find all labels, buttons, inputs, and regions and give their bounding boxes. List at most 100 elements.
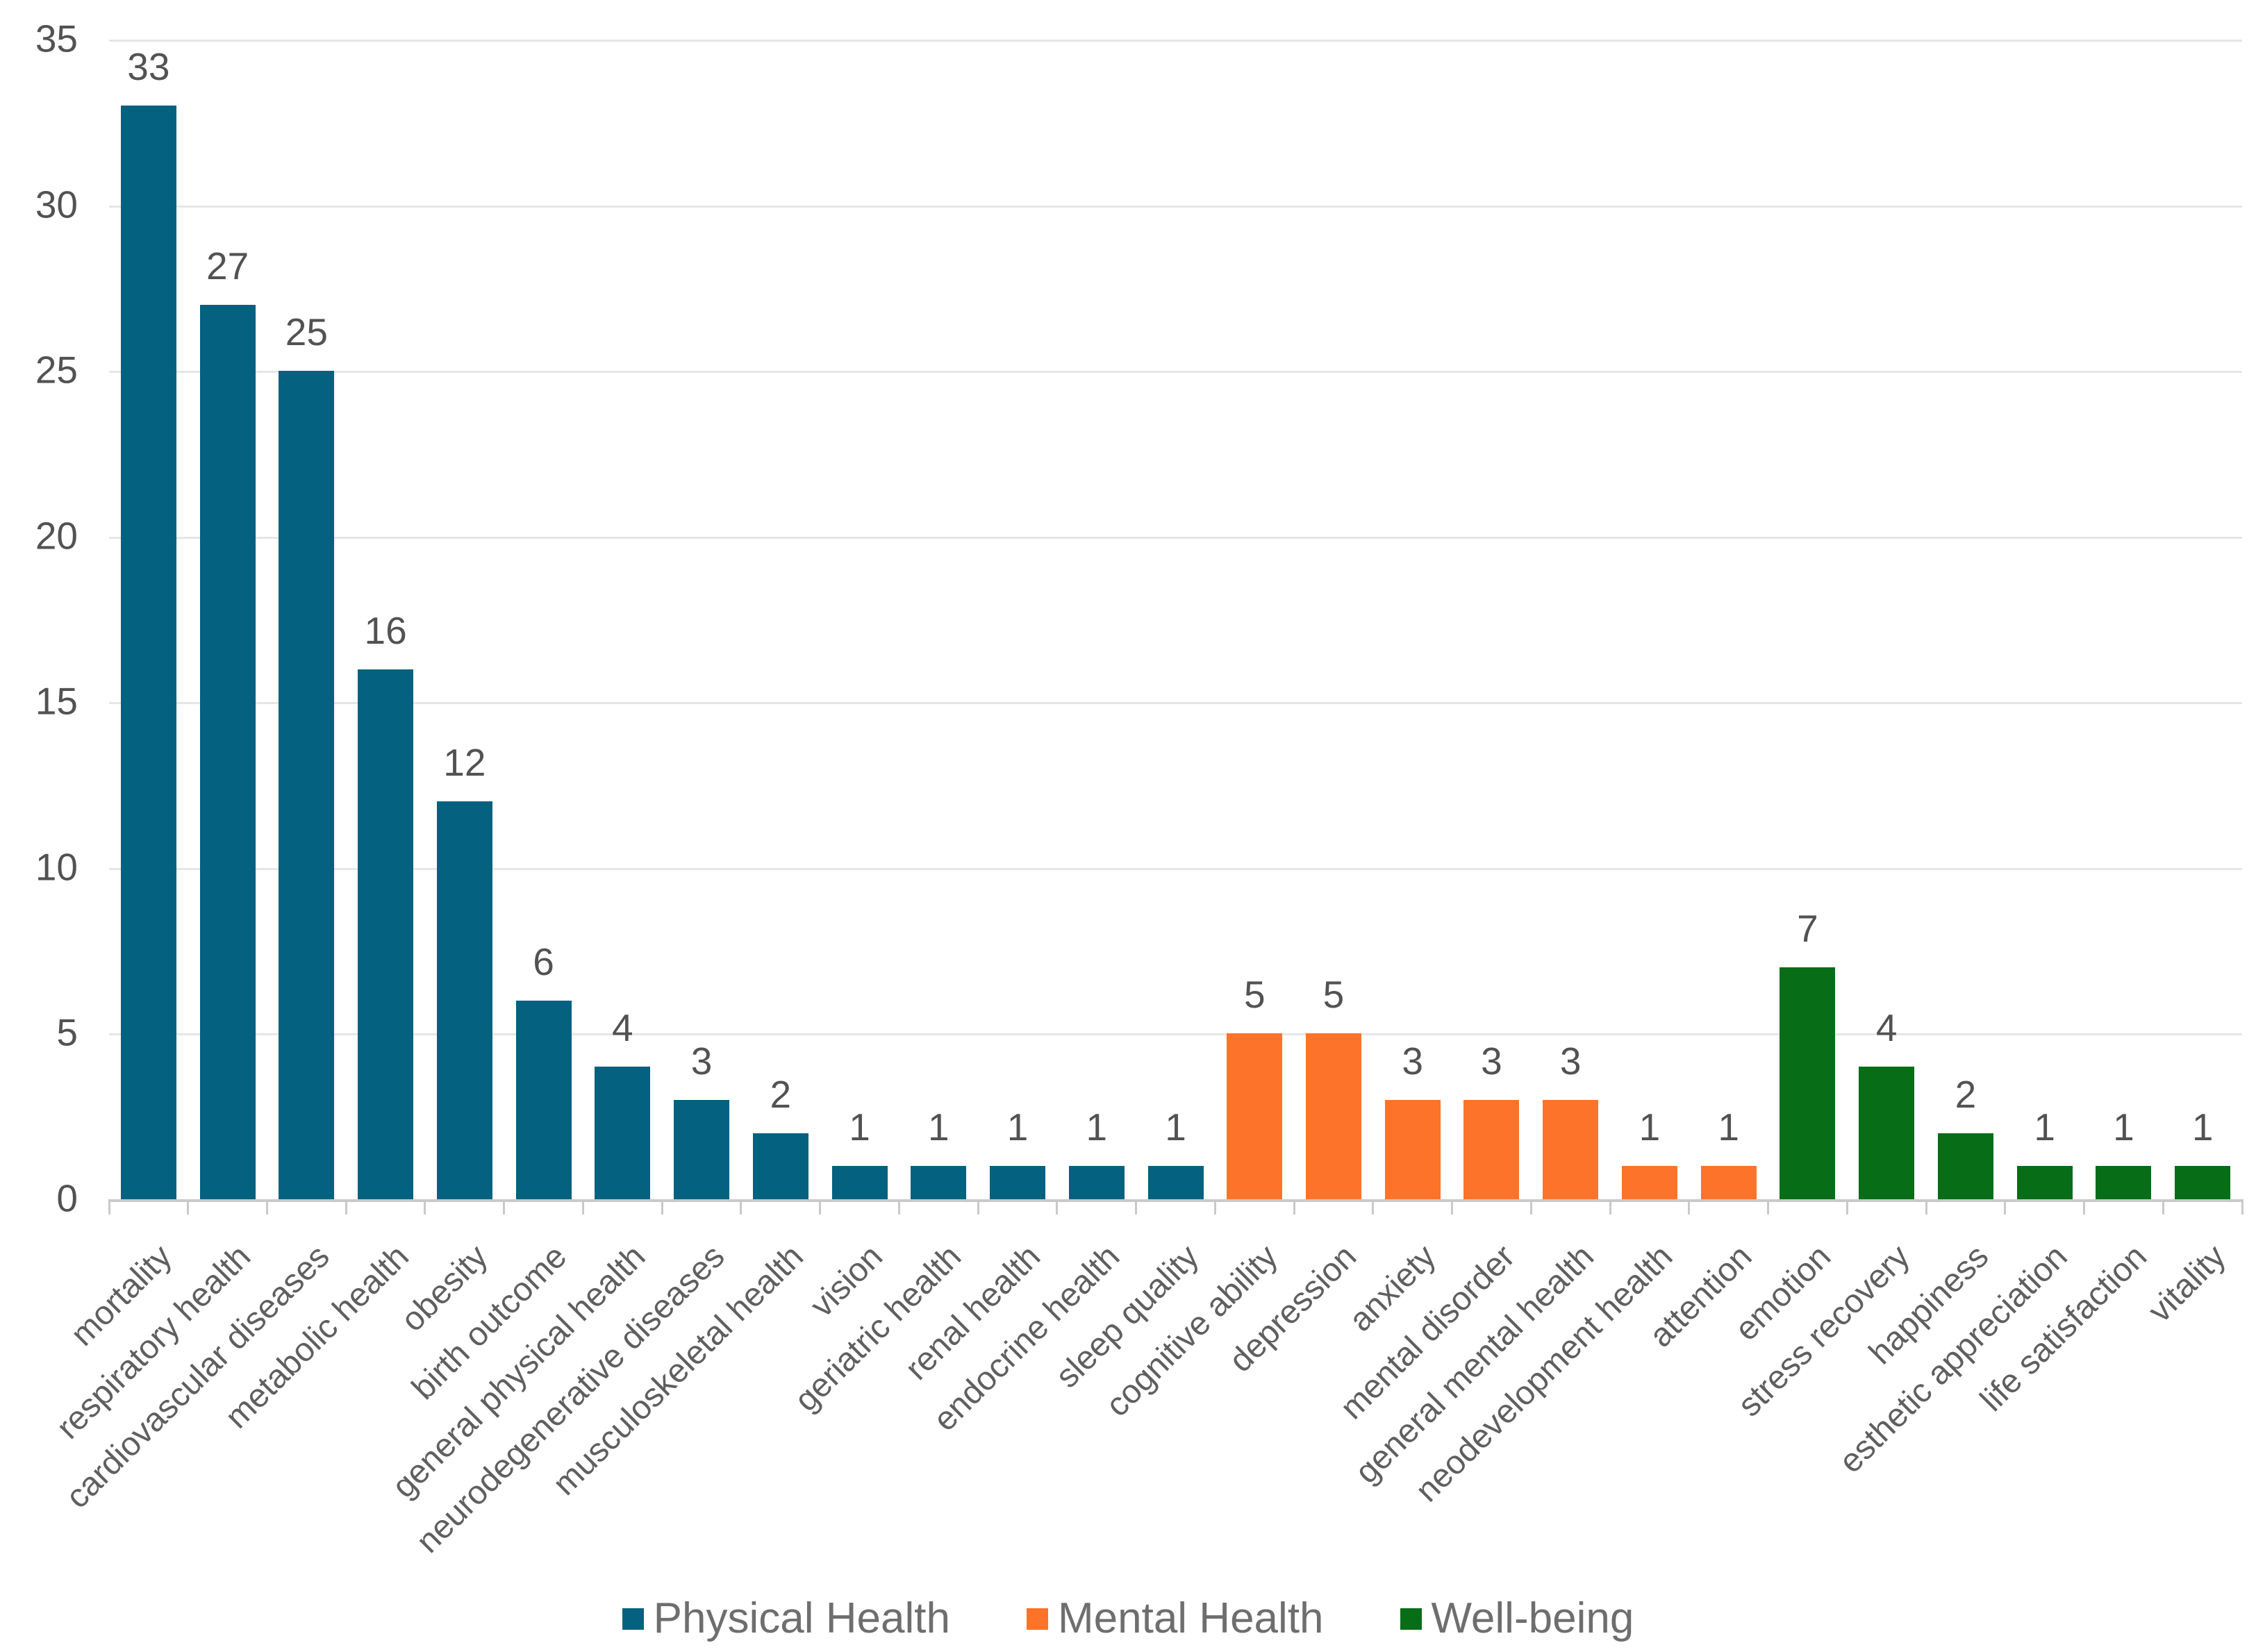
bar-value-label: 5 — [1243, 973, 1266, 1017]
bar-value-label: 25 — [285, 310, 328, 354]
bar-value-label: 2 — [770, 1072, 792, 1116]
bar-value-label: 6 — [533, 940, 554, 983]
bar-sleep-quality — [1147, 1166, 1204, 1199]
bar-metabolic-health — [358, 669, 414, 1199]
y-axis-tick-label: 0 — [56, 1176, 78, 1220]
gridline-25 — [109, 371, 2242, 374]
x-axis-tick — [897, 1199, 900, 1215]
x-axis-tick — [108, 1199, 110, 1215]
bar-attention — [1700, 1166, 1757, 1199]
gridline-15 — [109, 702, 2242, 705]
x-axis-tick — [1609, 1199, 1611, 1215]
x-axis-tick — [661, 1199, 663, 1215]
bar-value-label: 3 — [690, 1039, 713, 1083]
y-axis-tick-label: 15 — [35, 679, 78, 723]
x-axis-tick — [2241, 1199, 2243, 1215]
y-axis-tick-label: 25 — [35, 348, 78, 392]
bar-value-label: 16 — [364, 608, 407, 652]
bar-esthetic-appreciation — [2016, 1166, 2073, 1199]
x-axis-tick — [2083, 1199, 2086, 1215]
x-axis-tick — [2162, 1199, 2164, 1215]
bar-value-label: 1 — [1086, 1105, 1108, 1149]
y-axis-tick-label: 30 — [35, 182, 78, 226]
x-axis-tick — [1056, 1199, 1059, 1215]
bar-cardiovascular-diseases — [279, 371, 335, 1199]
x-axis-tick — [503, 1199, 506, 1215]
bar-geriatric-health — [911, 1166, 967, 1199]
bar-value-label: 27 — [206, 244, 249, 287]
bar-emotion — [1780, 967, 1836, 1199]
x-axis-tick — [1767, 1199, 1770, 1215]
x-axis-tick — [1688, 1199, 1691, 1215]
y-axis-tick-label: 5 — [56, 1010, 78, 1054]
legend-swatch-mental-health — [1026, 1608, 1048, 1630]
bar-respiratory-health — [199, 304, 256, 1199]
y-axis-tick-label: 10 — [35, 845, 78, 889]
y-axis-tick-label: 20 — [35, 514, 78, 558]
bar-value-label: 3 — [1481, 1039, 1502, 1083]
bar-value-label: 1 — [1165, 1105, 1186, 1149]
bar-renal-health — [990, 1166, 1046, 1199]
bar-value-label: 1 — [1639, 1105, 1661, 1149]
legend-item-physical-health: Physical Health — [622, 1597, 950, 1640]
bar-value-label: 1 — [1718, 1105, 1739, 1149]
x-axis-tick — [977, 1199, 979, 1215]
x-axis-tick — [1372, 1199, 1375, 1215]
legend-label: Well-being — [1431, 1594, 1634, 1642]
gridline-35 — [109, 40, 2242, 42]
bar-value-label: 2 — [1955, 1072, 1977, 1116]
legend-label: Physical Health — [653, 1594, 950, 1642]
x-axis-tick — [187, 1199, 190, 1215]
bar-value-label: 33 — [127, 45, 170, 89]
x-axis-tick — [819, 1199, 822, 1215]
bar-value-label: 1 — [849, 1105, 870, 1149]
gridline-10 — [109, 867, 2242, 870]
x-axis-category-label: vitality — [2141, 1237, 2233, 1330]
bar-value-label: 7 — [1797, 907, 1818, 950]
bar-neodevelopment-health — [1621, 1166, 1677, 1199]
bar-happiness — [1937, 1133, 1993, 1199]
x-axis-tick — [1135, 1199, 1138, 1215]
bar-value-label: 1 — [2113, 1105, 2134, 1149]
bar-general-mental-health — [1543, 1099, 1599, 1199]
bar-value-label: 4 — [612, 1006, 633, 1050]
legend-item-well-being: Well-being — [1400, 1597, 1634, 1640]
bar-value-label: 12 — [443, 741, 486, 785]
bar-value-label: 3 — [1559, 1039, 1582, 1083]
x-axis-tick — [2004, 1199, 2007, 1215]
bar-mental-disorder — [1463, 1099, 1520, 1199]
bar-value-label: 1 — [927, 1105, 949, 1149]
bar-life-satisfaction — [2096, 1166, 2152, 1199]
bar-birth-outcome — [515, 1000, 572, 1199]
x-axis-tick — [1451, 1199, 1454, 1215]
bar-general-physical-health — [595, 1067, 651, 1199]
gridline-30 — [109, 205, 2242, 208]
bar-vision — [831, 1166, 888, 1199]
x-axis-tick — [345, 1199, 347, 1215]
x-axis-tick — [265, 1199, 268, 1215]
gridline-5 — [109, 1033, 2242, 1036]
legend-swatch-well-being — [1400, 1608, 1422, 1630]
bar-value-label: 4 — [1875, 1006, 1898, 1050]
bar-stress-recovery — [1859, 1067, 1915, 1199]
x-axis-tick — [1293, 1199, 1295, 1215]
legend-item-mental-health: Mental Health — [1026, 1594, 1324, 1642]
x-axis-tick — [424, 1199, 426, 1215]
bar-value-label: 5 — [1322, 973, 1345, 1017]
x-axis-tick — [1213, 1199, 1216, 1215]
x-axis-tick — [1846, 1199, 1848, 1215]
bar-musculoskeletal-health — [752, 1133, 808, 1199]
bar-neurodegenerative-diseases — [674, 1099, 730, 1199]
bar-value-label: 1 — [2191, 1105, 2214, 1149]
legend: Physical Health Mental Health Well-being — [0, 1597, 2256, 1640]
bar-value-label: 1 — [1006, 1105, 1029, 1149]
bar-vitality — [2175, 1166, 2231, 1199]
bar-depression — [1305, 1033, 1361, 1199]
bar-cognitive-ability — [1227, 1033, 1283, 1199]
bar-obesity — [436, 801, 492, 1199]
x-axis-tick — [1529, 1199, 1532, 1215]
bar-anxiety — [1384, 1099, 1441, 1199]
bar-endocrine-health — [1068, 1166, 1125, 1199]
legend-label: Mental Health — [1057, 1594, 1324, 1642]
x-axis-tick — [1925, 1199, 1927, 1215]
